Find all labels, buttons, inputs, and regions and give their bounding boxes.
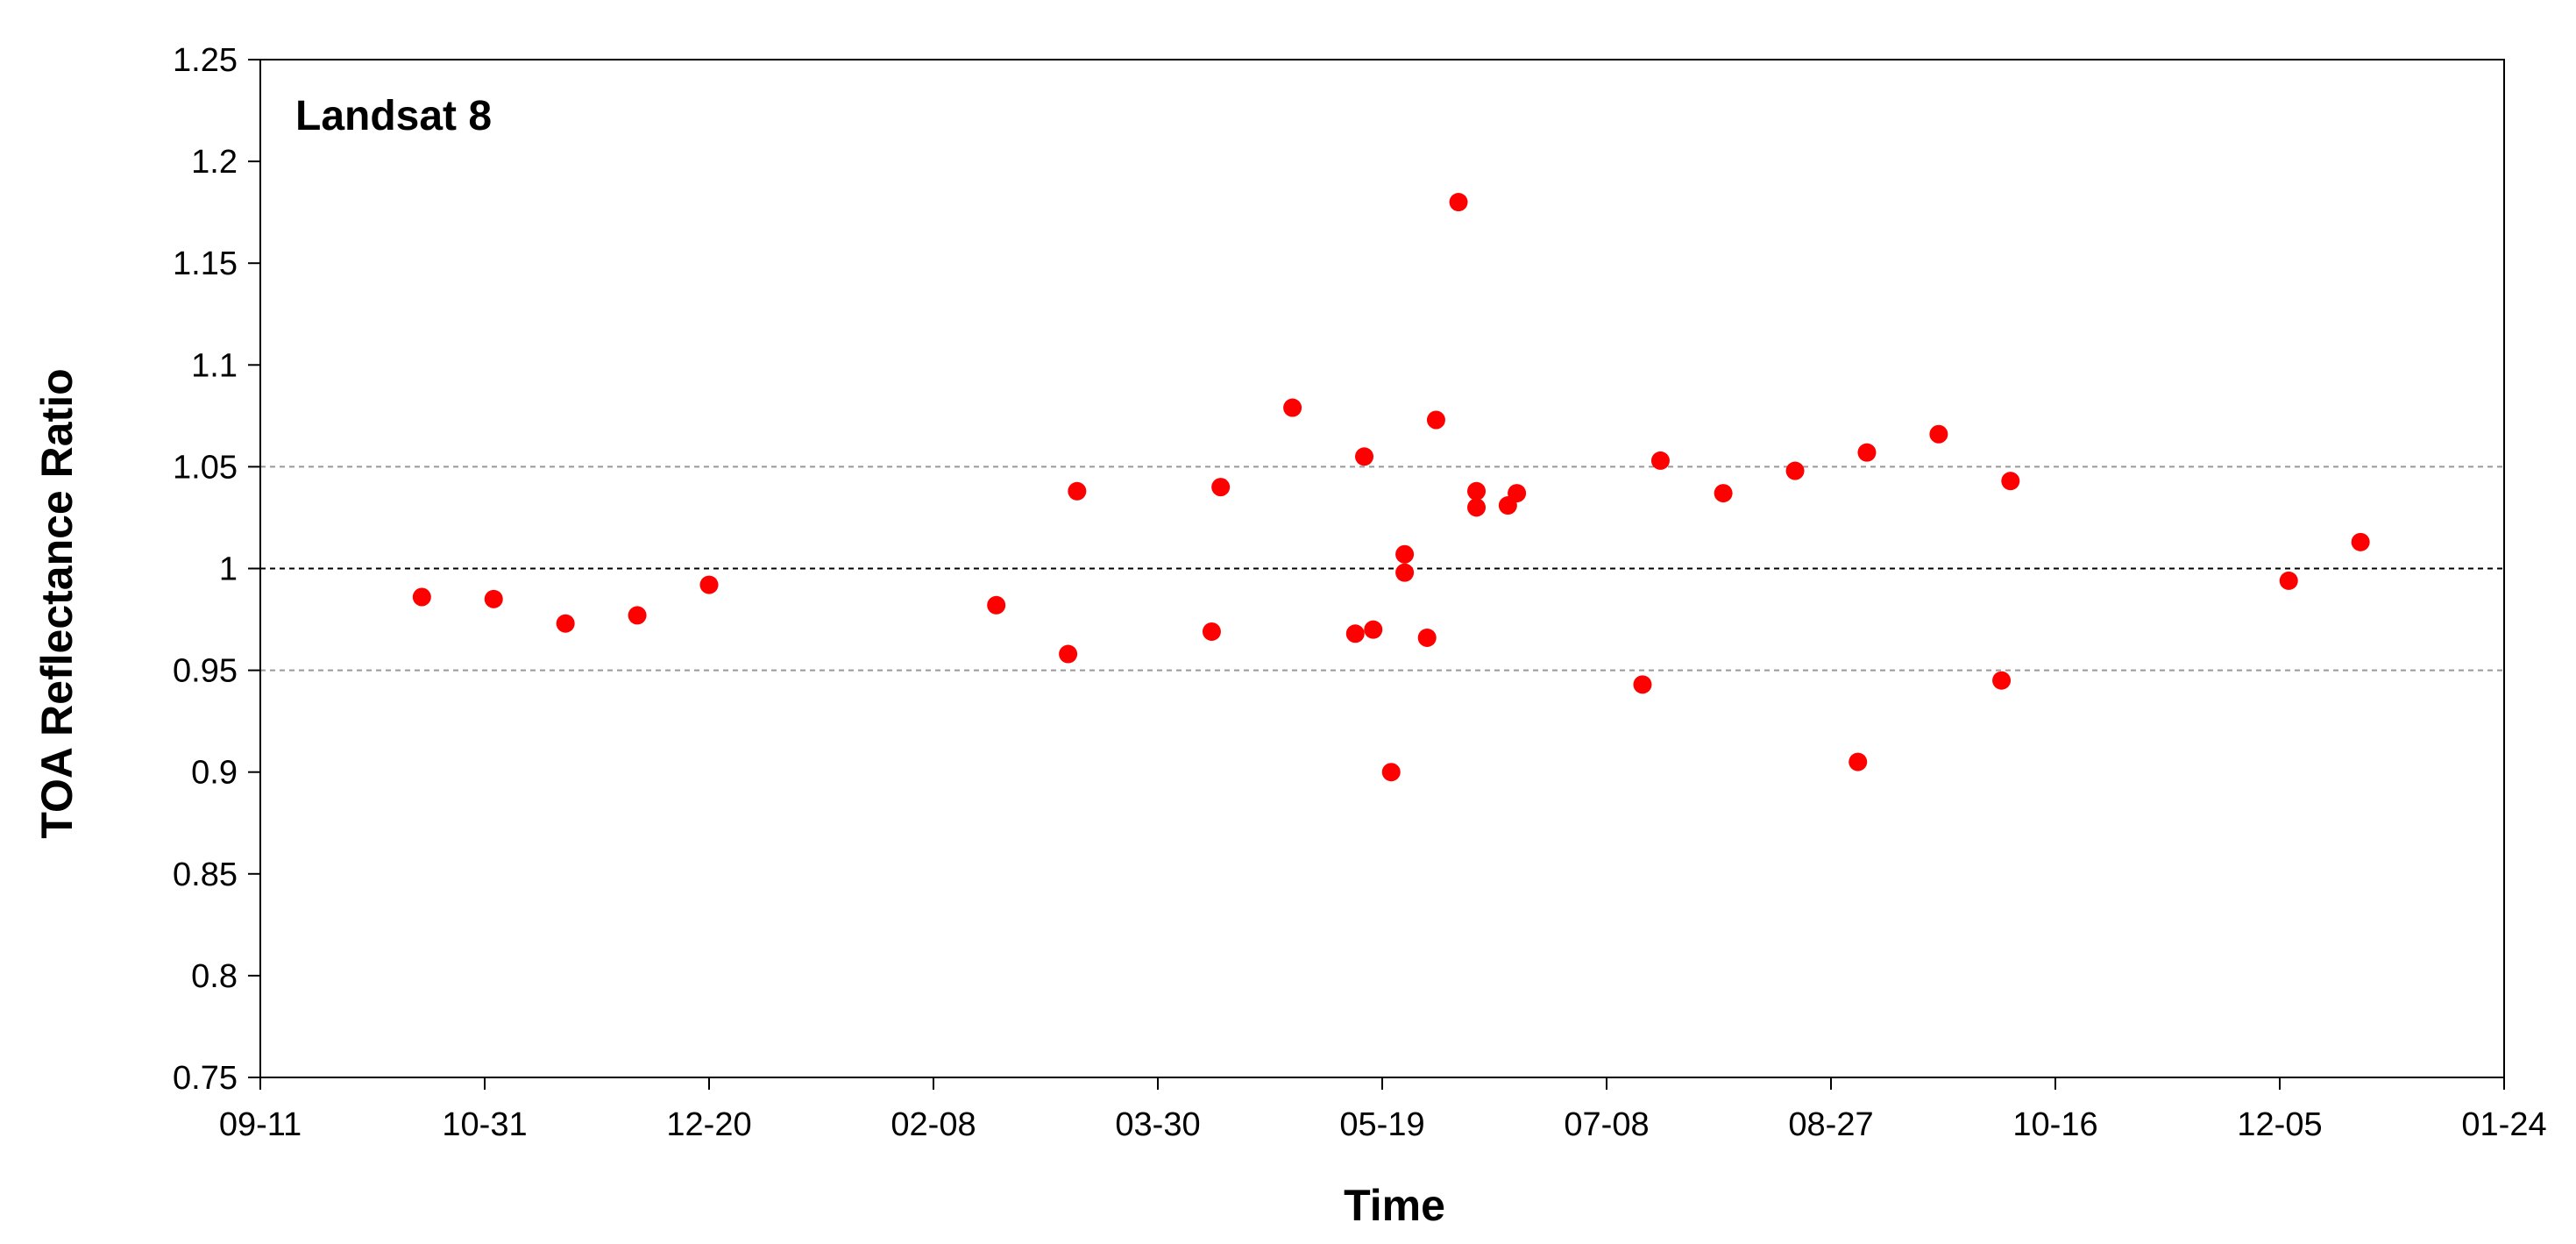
y-tick-label: 0.95 (173, 653, 238, 690)
x-axis-title: Time (1344, 1181, 1445, 1230)
data-point (1426, 410, 1445, 430)
data-point (1992, 671, 2012, 690)
x-tick-label: 12-20 (666, 1106, 751, 1143)
data-point (1467, 481, 1487, 501)
y-tick-label: 0.8 (191, 958, 238, 995)
x-tick-label: 05-19 (1339, 1106, 1424, 1143)
x-tick-label: 08-27 (1788, 1106, 1873, 1143)
data-point (1785, 461, 1805, 480)
x-tick-label: 02-08 (891, 1106, 976, 1143)
reference-lines (260, 466, 2504, 672)
x-tick-label: 01-24 (2461, 1106, 2546, 1143)
y-tick-label: 1.25 (173, 42, 238, 79)
y-axis-title: TOA Reflectance Ratio (32, 368, 82, 838)
data-point (1395, 563, 1415, 582)
x-tick-label: 09-11 (219, 1106, 302, 1143)
data-point (987, 595, 1006, 615)
y-tick-label: 1.1 (191, 347, 238, 384)
data-point (1849, 752, 1868, 771)
data-point (1283, 398, 1302, 417)
data-point (1395, 544, 1415, 564)
y-tick-label: 0.75 (173, 1060, 238, 1097)
data-point (1417, 628, 1437, 647)
y-tick-label: 1.15 (173, 245, 238, 282)
data-point (412, 587, 431, 607)
data-point (699, 575, 719, 594)
data-point (2001, 472, 2020, 491)
data-point (1381, 763, 1401, 782)
data-point (1364, 620, 1383, 639)
data-point (1059, 644, 1078, 664)
data-point (1068, 481, 1087, 501)
x-tick-label: 03-30 (1115, 1106, 1200, 1143)
x-axis-ticks: 09-11 10-31 12-20 02-08 03-30 05-19 07-08 08-27… (219, 1077, 2547, 1143)
data-point (1929, 424, 1948, 444)
data-point (1857, 443, 1877, 462)
data-points (412, 193, 2370, 782)
y-tick-label: 0.9 (191, 755, 238, 792)
data-point (1345, 624, 1365, 643)
data-point (2351, 532, 2370, 551)
data-point (1202, 622, 1221, 641)
data-point (2279, 571, 2298, 590)
data-point (556, 614, 575, 633)
data-point (1633, 675, 1652, 694)
y-tick-label: 1.2 (191, 144, 238, 181)
data-point (628, 606, 647, 625)
x-tick-label: 12-05 (2237, 1106, 2322, 1143)
data-point (1714, 484, 1733, 503)
x-tick-label: 10-16 (2012, 1106, 2097, 1143)
y-axis-ticks: 0.75 0.8 0.85 0.9 0.95 1 1.05 1.1 1.15 1.2 1.25 (173, 42, 260, 1097)
data-point (1211, 478, 1231, 497)
data-point (1467, 498, 1487, 517)
chart-title: Landsat 8 (295, 93, 492, 139)
data-point (1355, 447, 1374, 466)
y-tick-label: 0.85 (173, 857, 238, 893)
data-point (1650, 451, 1670, 470)
y-tick-label: 1 (219, 551, 238, 588)
data-point (1449, 193, 1468, 212)
data-point (1508, 484, 1527, 503)
data-point (484, 589, 503, 608)
x-tick-label: 07-08 (1564, 1106, 1649, 1143)
x-tick-label: 10-31 (442, 1106, 527, 1143)
y-tick-label: 1.05 (173, 449, 238, 486)
